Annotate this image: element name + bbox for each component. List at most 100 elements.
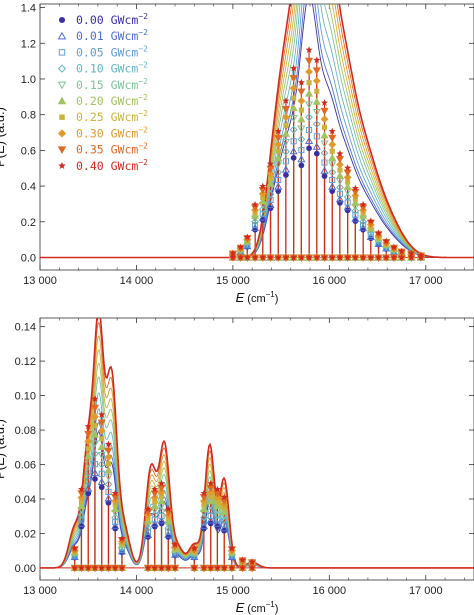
- data-point-0.10: [289, 125, 298, 134]
- data-point-0.40: [200, 489, 208, 497]
- data-point-0.40: [259, 182, 267, 190]
- data-point-0.01: [157, 516, 166, 524]
- data-point-0.40: [237, 243, 245, 251]
- data-point-0.40: [104, 440, 112, 448]
- data-point-0.10: [359, 217, 367, 226]
- x-axis-label: E (cm−1): [236, 600, 279, 615]
- data-point-0.10: [274, 168, 283, 177]
- y-tick-label: 0.06: [15, 460, 36, 472]
- y-tick-label: 0.08: [15, 425, 36, 437]
- baseline-point-0.40: [267, 253, 274, 261]
- data-point-0.40: [390, 243, 398, 251]
- data-point-0.35: [157, 484, 166, 493]
- x-tick-label: 13 000: [23, 585, 57, 597]
- data-point-0.15: [297, 125, 306, 133]
- data-point-0.20: [305, 89, 314, 97]
- data-point-0.40: [328, 127, 336, 135]
- baseline-point-0.40: [417, 253, 425, 261]
- data-point-0.15: [320, 140, 329, 148]
- data-point-0.01: [117, 547, 127, 555]
- data-point-0.20: [97, 442, 106, 450]
- data-point-0.00: [298, 162, 305, 169]
- data-point-0.40: [351, 184, 359, 192]
- data-point-0.10: [351, 206, 360, 215]
- data-point-0.01: [281, 165, 290, 173]
- bottom-panel: 13 000 14 000 15 000 16 000 17 000 0.00 0.02 0.…: [0, 317, 474, 615]
- data-point-0.40: [220, 493, 228, 501]
- data-point-0.40: [359, 200, 367, 208]
- data-point-0.05: [259, 210, 266, 217]
- data-point-0.01: [312, 142, 321, 150]
- baseline-point-0.40: [190, 564, 198, 571]
- legend-entry-0.25: 0.25 GWcm−2: [76, 109, 148, 124]
- data-point-0.35: [104, 447, 113, 455]
- legend-entry-0.30: 0.30 GWcm−2: [76, 125, 148, 140]
- data-point-0.20: [258, 197, 267, 205]
- data-point-0.30: [91, 412, 99, 421]
- x-tick-label: 13 000: [23, 275, 57, 287]
- data-point-0.20: [266, 179, 275, 187]
- data-point-0.15: [312, 108, 321, 117]
- data-point-0.30: [289, 84, 298, 93]
- data-point-0.10: [220, 516, 229, 525]
- data-point-0.01: [328, 182, 337, 190]
- data-point-0.40: [321, 99, 329, 106]
- data-point-0.25: [345, 179, 351, 185]
- legend-marker-0.30: [57, 129, 67, 138]
- data-point-0.40: [71, 544, 79, 552]
- x-axis-label: E (cm−1): [236, 290, 279, 305]
- y-tick-label: 0.8: [21, 110, 36, 122]
- data-point-0.20: [199, 504, 209, 513]
- baseline-point-0.40: [239, 564, 247, 571]
- x-tick-label: 14 000: [120, 585, 154, 597]
- data-point-0.35: [281, 105, 290, 114]
- data-point-0.10: [343, 193, 352, 201]
- data-point-0.35: [289, 75, 298, 83]
- data-point-0.40: [171, 540, 179, 548]
- data-point-0.15: [90, 440, 100, 448]
- data-point-0.10: [200, 513, 208, 522]
- data-point-0.40: [239, 556, 247, 564]
- data-point-0.01: [111, 521, 120, 530]
- data-point-0.01: [374, 239, 383, 247]
- data-point-0.25: [208, 494, 214, 500]
- data-point-0.10: [320, 149, 329, 157]
- data-point-0.05: [91, 461, 99, 468]
- data-point-0.20: [104, 465, 113, 474]
- x-tick-label: 14 000: [120, 275, 154, 287]
- data-point-0.25: [112, 502, 118, 508]
- data-point-0.10: [251, 217, 259, 226]
- data-point-0.05: [290, 138, 297, 145]
- data-point-0.20: [351, 198, 360, 206]
- data-point-0.40: [398, 247, 406, 255]
- data-point-0.05: [165, 528, 172, 535]
- data-point-0.40: [375, 229, 383, 237]
- data-point-0.05: [282, 158, 289, 165]
- legend-entry-0.40: 0.40 GWcm−2: [76, 158, 148, 173]
- data-point-0.01: [97, 477, 106, 485]
- data-point-0.00: [306, 145, 312, 152]
- data-point-0.01: [220, 523, 229, 532]
- baseline-point-0.40: [84, 564, 92, 571]
- data-point-0.25: [283, 122, 289, 129]
- data-point-0.05: [214, 516, 221, 523]
- data-point-0.40: [98, 410, 106, 418]
- data-point-0.15: [104, 473, 113, 481]
- baseline-point-0.40: [398, 253, 406, 261]
- data-point-0.00: [290, 155, 297, 161]
- data-point-0.20: [289, 103, 298, 112]
- data-point-0.00: [85, 490, 92, 497]
- data-point-0.40: [228, 544, 236, 552]
- data-point-0.40: [84, 422, 92, 430]
- data-point-0.35: [274, 134, 283, 143]
- data-point-0.01: [206, 516, 215, 524]
- baseline-point-0.40: [151, 564, 159, 571]
- data-point-0.01: [84, 484, 93, 492]
- y-tick-label: 0.10: [15, 391, 36, 403]
- data-point-0.40: [407, 249, 415, 257]
- data-point-0.40: [382, 237, 390, 245]
- baseline-point-0.40: [228, 564, 236, 571]
- baseline-point-0.40: [375, 253, 383, 261]
- data-point-0.01: [150, 519, 159, 527]
